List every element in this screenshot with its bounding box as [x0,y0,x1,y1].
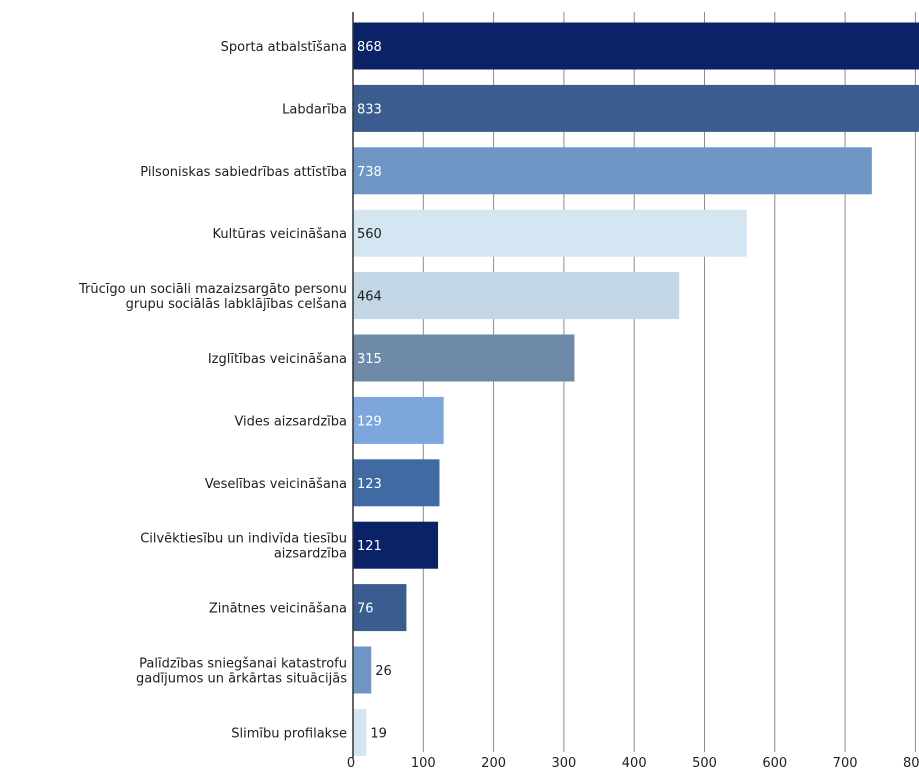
category-label-line: Cilvēktiesību un indivīda tiesību [140,532,347,547]
data-label: 26 [375,664,392,679]
x-tick-label: 600 [762,756,787,771]
category-label: Sporta atbalstīšana [221,40,347,55]
category-label: Cilvēktiesību un indivīda tiesību aizsard… [140,532,347,562]
category-label-line: aizsardzība [274,547,347,562]
bar [353,272,680,320]
category-label-line: Pilsoniskas sabiedrības attīstība [140,165,347,180]
bar [353,708,367,756]
category-label: Trūcīgo un sociāli mazaizsargāto personu… [78,282,347,312]
x-tick-label: 200 [481,756,506,771]
x-tick-label: 0 [347,756,355,771]
category-label: Zinātnes veicināšana [209,602,347,617]
category-label-line: Veselības veicināšana [205,477,347,492]
bar [353,147,872,195]
category-label-line: Sporta atbalstīšana [221,40,347,55]
data-label: 121 [357,539,382,554]
x-tick-label: 800 [903,756,919,771]
data-label: 315 [357,352,382,367]
bar [353,334,575,382]
bar [353,646,372,694]
category-label: Pilsoniskas sabiedrības attīstība [140,165,347,180]
bar [353,209,747,257]
category-label-line: Palīdzības sniegšanai katastrofu [139,657,347,672]
data-label: 464 [357,290,382,305]
category-label: Palīdzības sniegšanai katastrofu gadījumo… [136,657,347,687]
category-label: Kultūras veicināšana [213,227,348,242]
category-label-line: Izglītības veicināšana [208,352,347,367]
bar [353,521,439,569]
category-label: Vides aizsardzība [234,414,347,429]
category-label: Veselības veicināšana [205,477,347,492]
bar [353,396,444,444]
x-tick-label: 300 [551,756,576,771]
category-label: Slimību profilakse [231,726,347,741]
data-label: 868 [357,40,382,55]
data-label: 129 [357,414,382,429]
data-label: 123 [357,477,382,492]
data-label: 560 [357,227,382,242]
x-tick-label: 100 [411,756,436,771]
category-label-line: Vides aizsardzība [234,414,347,429]
category-label-line: gadījumos un ārkārtas situācijās [136,672,347,687]
data-label: 833 [357,102,382,117]
x-tick-label: 400 [622,756,647,771]
bar [353,22,919,70]
data-label: 76 [357,602,374,617]
category-label-line: Trūcīgo un sociāli mazaizsargāto personu [78,282,347,297]
category-label-line: Zinātnes veicināšana [209,602,347,617]
category-label: Labdarība [282,102,347,117]
category-label-line: Labdarība [282,102,347,117]
data-label: 19 [370,726,387,741]
data-label: 738 [357,165,382,180]
category-label-line: Slimību profilakse [231,726,347,741]
category-label: Izglītības veicināšana [208,352,347,367]
bar [353,584,407,632]
bar [353,459,440,507]
bar [353,84,919,132]
x-tick-label: 700 [833,756,858,771]
x-tick-label: 500 [692,756,717,771]
category-label-line: grupu sociālās labklājības celšana [126,297,347,312]
category-label-line: Kultūras veicināšana [213,227,348,242]
